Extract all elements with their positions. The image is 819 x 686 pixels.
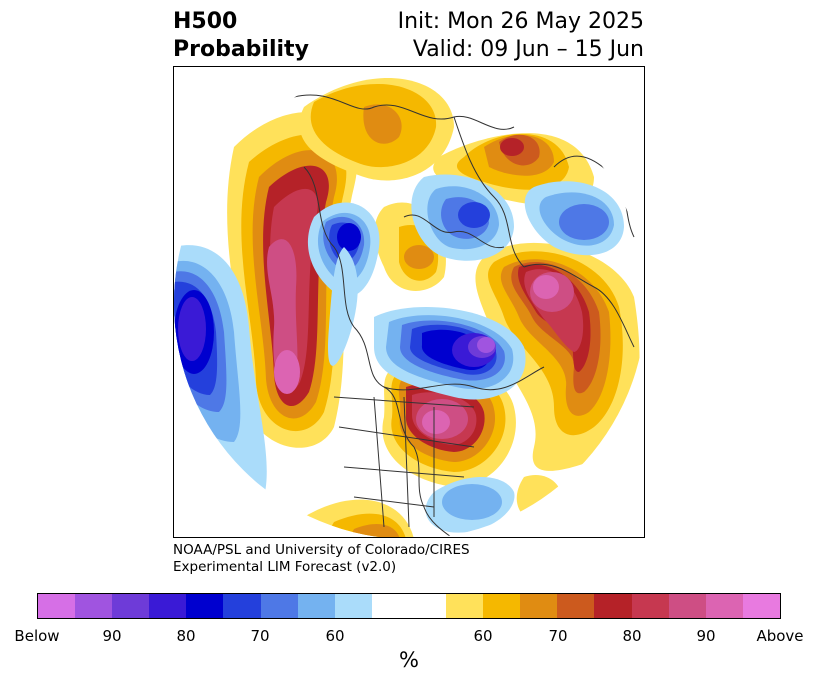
coastlines [293, 94, 635, 537]
colorbar-segment [631, 594, 669, 618]
variable-label: H500 [173, 9, 238, 34]
tick-label: 60 [473, 627, 493, 645]
colorbar-segment [149, 594, 187, 618]
credit-line-2: Experimental LIM Forecast (v2.0) [173, 559, 397, 575]
colorbar-segment [38, 594, 76, 618]
forecast-dates: Init: Mon 26 May 2025 Valid: 09 Jun – 15… [398, 8, 644, 64]
tick-label: Below [14, 627, 60, 645]
colorbar-segment [334, 594, 372, 618]
product-label: Probability [173, 37, 309, 62]
tick-label: 90 [696, 627, 716, 645]
colorbar-segment [186, 594, 224, 618]
unit-label: % [399, 648, 419, 672]
above-anomaly-west-north-america [227, 112, 358, 448]
above-anomaly-scandinavia [475, 242, 640, 471]
tick-label: 70 [250, 627, 270, 645]
tick-label: 60 [325, 627, 345, 645]
colorbar-segment [557, 594, 595, 618]
tick-label: 80 [176, 627, 196, 645]
colorbar-segment [223, 594, 261, 618]
map-canvas [174, 78, 640, 537]
below-anomaly-hudson-bay [374, 307, 526, 400]
colorbar-segment [446, 594, 484, 618]
probability-map [173, 66, 645, 538]
colorbar-segment [112, 594, 150, 618]
colorbar-segment [668, 594, 706, 618]
valid-range: Valid: 09 Jun – 15 Jun [412, 37, 644, 62]
colorbar-segment [260, 594, 298, 618]
colorbar-segment [297, 594, 335, 618]
below-anomaly-subtropical-atlantic [328, 247, 515, 533]
tick-label: 80 [622, 627, 642, 645]
credit-line-1: NOAA/PSL and University of Colorado/CIRE… [173, 542, 470, 558]
colorbar-segment [75, 594, 113, 618]
colorbar-segment [371, 594, 447, 618]
colorbar-segment [520, 594, 558, 618]
tick-label: 90 [102, 627, 122, 645]
chart-title: H500 Probability [173, 8, 309, 64]
colorbar-segment [594, 594, 632, 618]
colorbar-segment [742, 594, 780, 618]
tick-label: Above [756, 627, 804, 645]
colorbar-segment [483, 594, 521, 618]
colorbar [37, 593, 781, 619]
tick-label: 70 [548, 627, 568, 645]
below-anomaly-arctic [411, 174, 624, 261]
colorbar-segment [705, 594, 743, 618]
credit-text: NOAA/PSL and University of Colorado/CIRE… [173, 542, 470, 576]
probability-contours [174, 78, 640, 537]
init-date: Init: Mon 26 May 2025 [397, 9, 644, 34]
